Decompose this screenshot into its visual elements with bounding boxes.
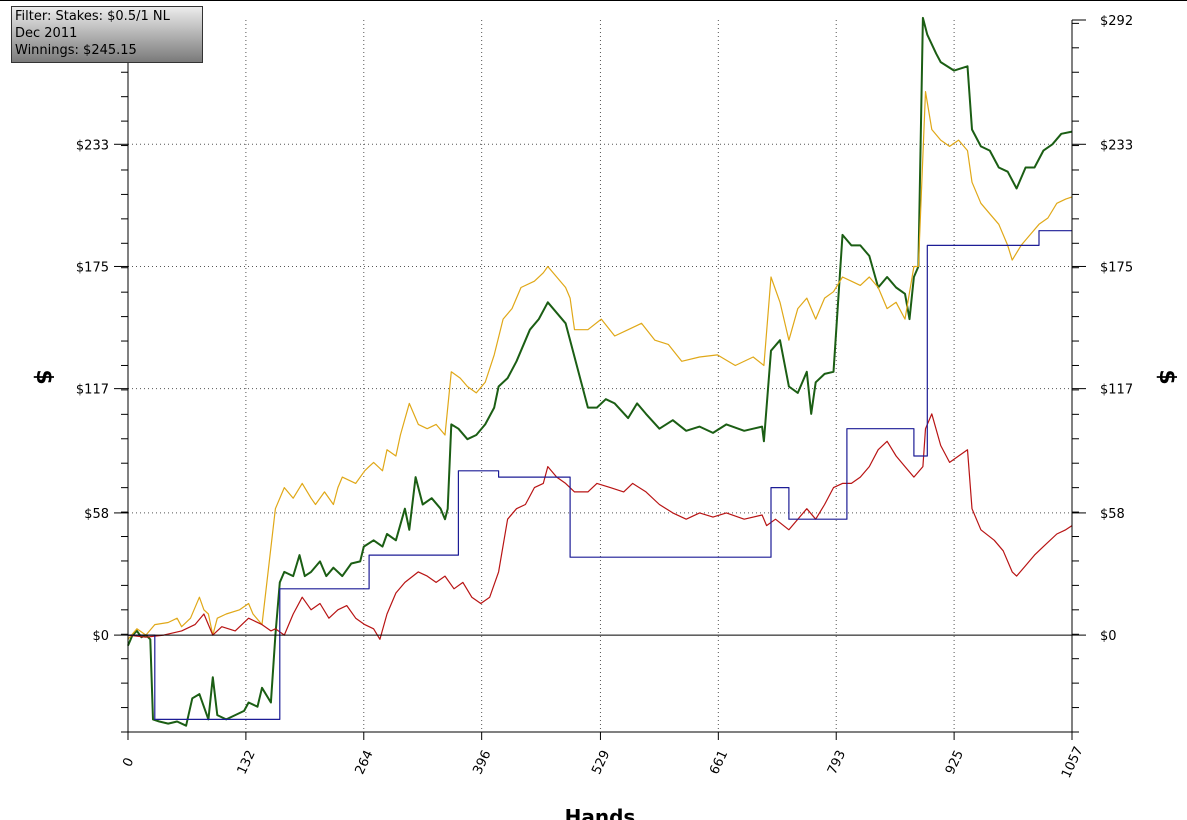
x-tick-label: 925 [943,748,967,777]
series-line-2 [127,91,1073,640]
series-line-1 [127,16,1073,727]
series-line-3 [127,413,1073,640]
x-tick-label: 396 [470,748,494,777]
y-tick-label-left: $0 [92,629,109,644]
x-tick-label: 0 [120,756,137,770]
axes: 0 132 264 396 529 661 793 925 1057 $0 $0 $58 $58 $117… [76,14,1133,781]
series-group [127,16,1073,727]
filter-info-box: Filter: Stakes: $0.5/1 NL Dec 2011 Winni… [11,6,203,63]
x-tick-label: 1057 [1059,744,1087,780]
filter-text: Filter: Stakes: $0.5/1 NL [15,9,170,24]
y-tick-label-right: $292 [1100,14,1133,29]
x-tick-label: 529 [589,748,613,777]
x-tick-label: 264 [353,748,377,777]
winnings-text: Winnings: $245.15 [15,43,137,58]
y-tick-label-left: $233 [76,138,109,153]
y-tick-label-right: $233 [1100,138,1133,153]
y-tick-label-right: $58 [1100,507,1125,522]
y-tick-label-left: $117 [76,383,109,398]
y-axis-title-left: $ [31,369,56,384]
y-axis-title-right: $ [1154,369,1179,384]
y-tick-label-right: $175 [1100,260,1133,275]
x-axis-title: Hands [565,805,636,820]
x-tick-label: 132 [235,748,259,777]
y-tick-label-right: $0 [1100,629,1117,644]
series-line-4 [128,230,1072,720]
y-tick-label-left: $58 [84,507,109,522]
x-tick-label: 793 [825,748,849,777]
y-tick-label-right: $117 [1100,383,1133,398]
period-text: Dec 2011 [15,26,78,41]
x-tick-label: 661 [707,748,731,777]
y-tick-label-left: $175 [76,260,109,275]
grid [128,20,1072,732]
